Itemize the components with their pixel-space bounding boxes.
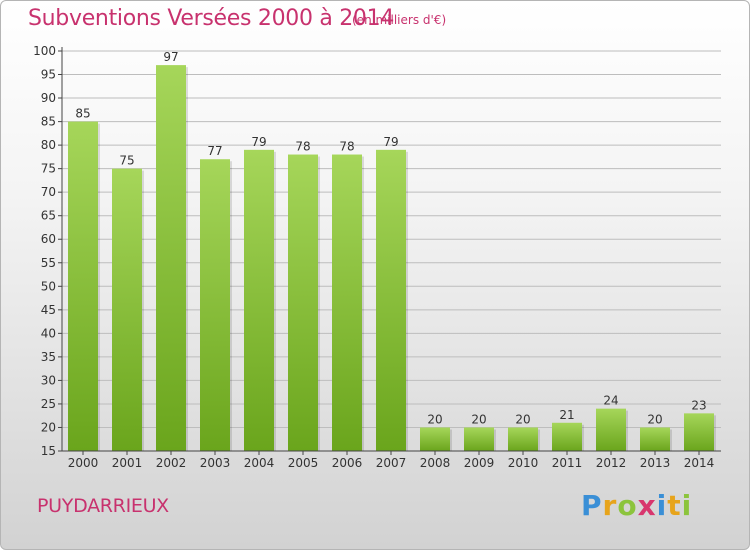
bar <box>156 65 186 451</box>
bar-value-label: 97 <box>163 50 178 64</box>
x-tick-label: 2008 <box>420 456 451 470</box>
bar <box>200 159 230 451</box>
bar-value-label: 79 <box>383 135 398 149</box>
x-tick-label: 2002 <box>156 456 187 470</box>
bar-value-label: 85 <box>75 107 90 121</box>
proxiti-logo: Proxiti <box>581 489 692 522</box>
axes <box>58 47 721 455</box>
x-tick-label: 2014 <box>684 456 715 470</box>
x-tick-label: 2001 <box>112 456 143 470</box>
bar-value-label: 20 <box>471 412 486 426</box>
bar-value-label: 23 <box>691 398 706 412</box>
bar <box>640 427 670 451</box>
bar-value-label: 79 <box>251 135 266 149</box>
bar <box>552 422 582 451</box>
x-tick-label: 2000 <box>68 456 99 470</box>
bar-value-label: 20 <box>647 412 662 426</box>
bar-value-label: 77 <box>207 144 222 158</box>
y-tick-label: 70 <box>41 185 56 199</box>
bar-value-label: 75 <box>119 154 134 168</box>
logo-letter: r <box>602 489 618 522</box>
logo-letter: o <box>617 489 638 522</box>
y-tick-label: 25 <box>41 397 56 411</box>
x-tick-label: 2003 <box>200 456 231 470</box>
bar <box>376 149 406 451</box>
bar <box>420 427 450 451</box>
bar <box>332 154 362 451</box>
bar <box>68 121 98 452</box>
bar <box>288 154 318 451</box>
logo-letter: P <box>581 489 603 522</box>
y-tick-label: 35 <box>41 350 56 364</box>
y-tick-label: 65 <box>41 209 56 223</box>
chart-subtitle: (en milliers d'€) <box>352 13 447 27</box>
y-tick-label: 40 <box>41 326 56 340</box>
x-tick-label: 2006 <box>332 456 363 470</box>
y-tick-label: 90 <box>41 91 56 105</box>
logo-letter: t <box>667 489 682 522</box>
y-tick-label: 60 <box>41 232 56 246</box>
y-tick-label: 85 <box>41 115 56 129</box>
y-tick-label: 45 <box>41 303 56 317</box>
logo-letter: i <box>656 489 668 522</box>
bar-value-label: 78 <box>295 140 310 154</box>
bar-value-label: 78 <box>339 140 354 154</box>
labels: 15 20 25 30 35 40 45 50 55 60 65 70 75 80 85 90 95 100 85 2… <box>33 44 714 470</box>
x-tick-label: 2012 <box>596 456 627 470</box>
x-tick-label: 2004 <box>244 456 275 470</box>
bar-value-label: 21 <box>559 408 574 422</box>
bar <box>112 168 142 451</box>
y-tick-label: 75 <box>41 162 56 176</box>
y-tick-label: 50 <box>41 279 56 293</box>
y-tick-label: 15 <box>41 444 56 458</box>
y-tick-label: 100 <box>33 44 56 58</box>
y-tick-label: 95 <box>41 68 56 82</box>
x-tick-label: 2013 <box>640 456 671 470</box>
bar <box>244 149 274 451</box>
y-tick-label: 80 <box>41 138 56 152</box>
bar <box>684 413 714 451</box>
bar-value-label: 20 <box>515 412 530 426</box>
y-tick-label: 55 <box>41 256 56 270</box>
x-tick-label: 2009 <box>464 456 495 470</box>
y-tick-label: 30 <box>41 373 56 387</box>
chart-title: Subventions Versées 2000 à 2014 <box>28 6 395 31</box>
x-tick-label: 2007 <box>376 456 407 470</box>
bar-value-label: 20 <box>427 412 442 426</box>
bar <box>596 408 626 451</box>
x-tick-label: 2005 <box>288 456 319 470</box>
bar <box>508 427 538 451</box>
commune-name: PUYDARRIEUX <box>37 495 169 517</box>
logo-letter: x <box>637 489 657 522</box>
bars <box>68 65 716 452</box>
logo-letter: i <box>681 489 693 522</box>
x-tick-label: 2011 <box>552 456 583 470</box>
x-tick-label: 2010 <box>508 456 539 470</box>
y-tick-label: 20 <box>41 420 56 434</box>
bar-value-label: 24 <box>603 394 618 408</box>
bar <box>464 427 494 451</box>
